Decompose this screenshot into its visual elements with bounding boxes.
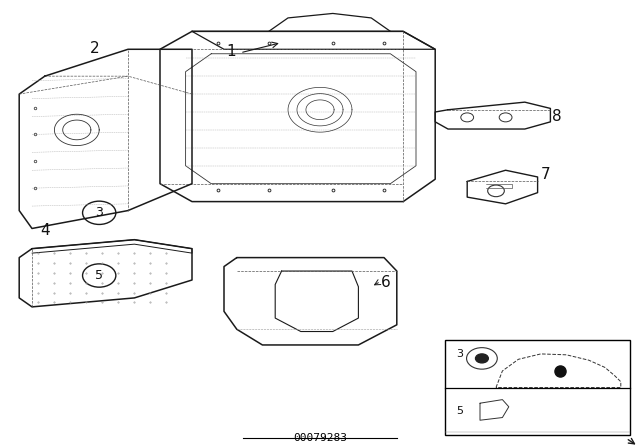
Text: 3: 3 (95, 206, 103, 220)
Text: 7: 7 (541, 167, 550, 182)
Text: 5: 5 (456, 406, 463, 416)
Text: 3: 3 (456, 349, 463, 359)
Text: 00079283: 00079283 (293, 433, 347, 443)
Text: 5: 5 (95, 269, 103, 282)
Bar (445, 340, 630, 435)
Text: 8: 8 (552, 109, 561, 124)
Text: 2: 2 (90, 41, 100, 56)
Text: 6: 6 (381, 275, 390, 290)
Text: 4: 4 (40, 224, 50, 238)
Circle shape (476, 354, 488, 363)
Text: 1: 1 (226, 44, 236, 60)
